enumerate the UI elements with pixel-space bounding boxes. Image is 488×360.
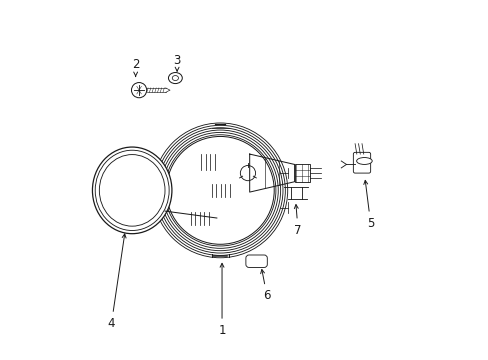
Circle shape [166,136,274,244]
Text: 4: 4 [107,234,126,330]
FancyBboxPatch shape [353,152,370,173]
Ellipse shape [92,147,172,234]
Text: 1: 1 [218,264,225,337]
Text: 3: 3 [173,54,181,71]
FancyBboxPatch shape [294,165,309,182]
Text: 5: 5 [363,180,374,230]
Ellipse shape [356,158,371,165]
Ellipse shape [168,72,182,84]
Circle shape [240,166,255,181]
Circle shape [131,82,146,98]
Text: 2: 2 [132,58,139,76]
FancyBboxPatch shape [245,255,267,267]
Text: 7: 7 [294,204,301,237]
Text: 6: 6 [260,270,270,302]
